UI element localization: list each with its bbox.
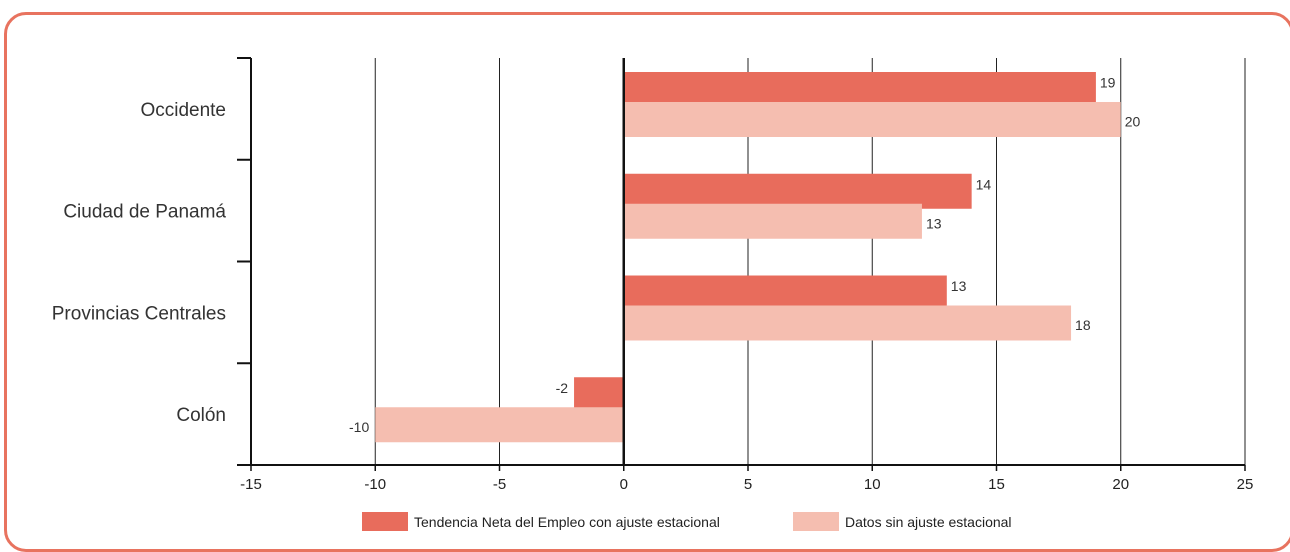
x-tick-label-0: -15 [240, 476, 262, 493]
category-label-0: Occidente [140, 100, 226, 121]
data-label-s1-c0: 20 [1125, 114, 1141, 130]
bar-s0-c1 [623, 173, 972, 209]
x-tick-label-6: 15 [988, 476, 1005, 493]
bar-s0-c3 [574, 377, 624, 413]
x-tick-label-4: 5 [744, 476, 752, 493]
category-label-3: Colón [176, 405, 226, 426]
data-label-s1-c3: -10 [349, 419, 369, 435]
data-label-s1-c1: 13 [926, 215, 942, 231]
x-tick-label-2: -5 [493, 476, 506, 493]
bar-s1-c3 [375, 407, 624, 443]
x-tick-label-7: 20 [1112, 476, 1129, 493]
bar-s0-c2 [623, 275, 947, 311]
legend-label-0: Tendencia Neta del Empleo con ajuste est… [414, 514, 720, 530]
legend: Tendencia Neta del Empleo con ajuste est… [362, 512, 1012, 531]
data-label-s0-c1: 14 [976, 176, 992, 192]
bar-s1-c1 [623, 203, 922, 239]
axes [237, 57, 1246, 471]
x-tick-label-5: 10 [864, 476, 881, 493]
bar-s0-c0 [623, 72, 1096, 107]
x-tick-label-8: 25 [1237, 476, 1254, 493]
data-label-s0-c3: -2 [556, 380, 569, 396]
data-label-s0-c0: 19 [1100, 75, 1116, 91]
data-label-s0-c2: 13 [951, 278, 967, 294]
bar-s1-c0 [623, 102, 1121, 137]
labels: -15 -10 -5 0 5 10 15 20 25 Occidente Ciudad de Pan… [52, 75, 1254, 494]
x-tick-label-1: -10 [364, 476, 386, 493]
bars [375, 72, 1121, 443]
category-label-1: Ciudad de Panamá [63, 202, 226, 223]
x-tick-label-3: 0 [620, 476, 628, 493]
legend-swatch-0 [362, 512, 408, 531]
data-label-s1-c2: 18 [1075, 317, 1091, 333]
bar-s1-c2 [623, 305, 1072, 341]
legend-label-1: Datos sin ajuste estacional [845, 514, 1012, 530]
legend-swatch-1 [793, 512, 839, 531]
category-label-2: Provincias Centrales [52, 303, 226, 324]
